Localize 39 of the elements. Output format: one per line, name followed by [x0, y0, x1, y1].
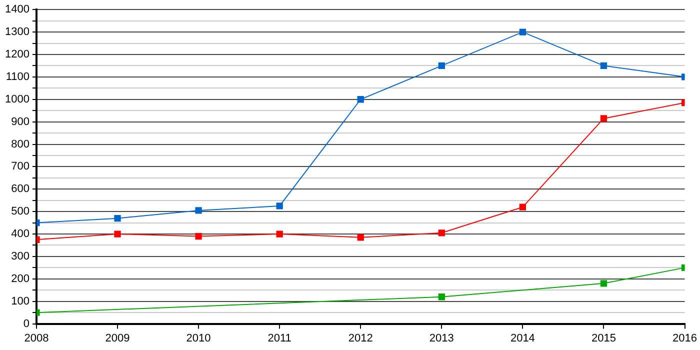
- x-tick-label: 2009: [105, 332, 130, 344]
- y-tick-label: 0: [23, 318, 30, 330]
- y-tick-label: 200: [11, 272, 30, 285]
- x-tick-label: 2016: [672, 332, 698, 344]
- y-tick-label: 1000: [4, 93, 30, 106]
- y-tick-label: 1100: [6, 70, 30, 83]
- point: [195, 207, 202, 214]
- point: [357, 234, 364, 241]
- x-tick-label: 2015: [591, 332, 616, 344]
- x-tick-label: 2011: [268, 332, 292, 344]
- point: [114, 214, 121, 222]
- point: [600, 62, 608, 70]
- point: [114, 230, 121, 238]
- point: [600, 115, 608, 122]
- x-tick-label: 2013: [429, 332, 454, 344]
- point: [276, 202, 283, 210]
- point: [438, 294, 445, 300]
- point: [438, 62, 445, 70]
- y-tick-label: 300: [11, 250, 30, 263]
- y-tick-label: 100: [11, 295, 30, 308]
- point: [195, 232, 202, 240]
- y-tick-label: 1200: [4, 48, 30, 61]
- point: [357, 96, 364, 103]
- x-tick-label: 2010: [186, 332, 211, 344]
- y-tick-label: 400: [11, 228, 30, 240]
- y-tick-label: 1400: [4, 4, 30, 16]
- x-tick-label: 2008: [24, 332, 49, 344]
- y-tick-label: 1300: [4, 26, 30, 38]
- point: [519, 204, 526, 210]
- point: [438, 230, 445, 236]
- y-tick-label: 600: [11, 183, 30, 196]
- x-tick-label: 2014: [510, 332, 535, 344]
- point: [276, 230, 283, 238]
- point: [519, 28, 526, 36]
- y-tick-label: 800: [11, 138, 30, 150]
- y-tick-label: 900: [11, 116, 30, 128]
- y-tick-label: 700: [11, 160, 30, 173]
- y-tick-label: 500: [11, 206, 30, 218]
- x-tick-label: 2012: [348, 332, 373, 344]
